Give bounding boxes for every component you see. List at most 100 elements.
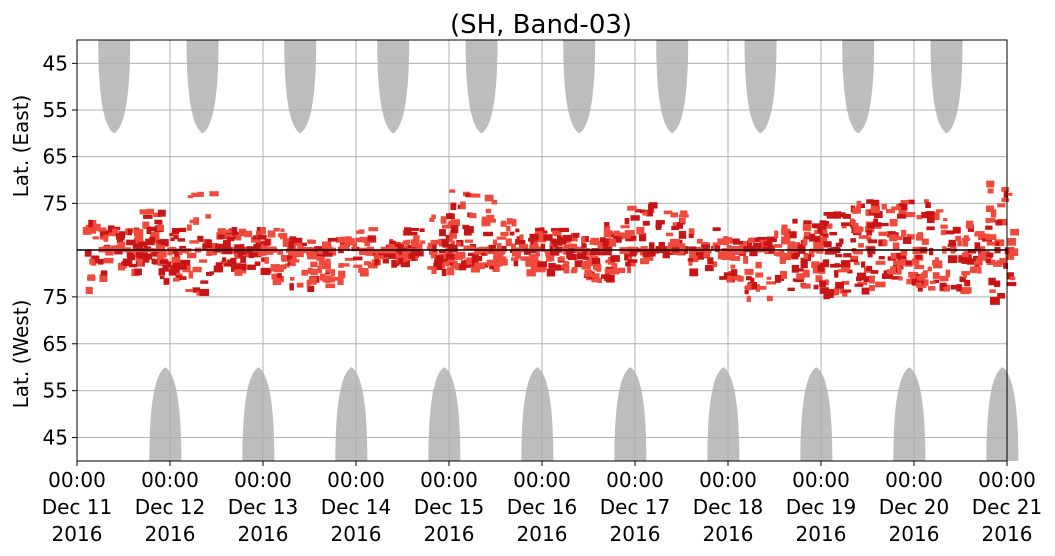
detection-cell — [861, 287, 870, 295]
detection-cell — [470, 246, 476, 250]
detection-cell — [492, 239, 497, 246]
detection-cell — [283, 238, 291, 243]
detection-cell — [197, 235, 204, 242]
detection-cell — [986, 241, 996, 246]
detection-cell — [725, 253, 736, 260]
detection-cell — [975, 231, 985, 236]
detection-cell — [824, 248, 835, 255]
detection-cell — [318, 258, 324, 266]
detection-cell — [200, 280, 209, 284]
detection-cell — [330, 276, 340, 281]
detection-cell — [591, 248, 600, 255]
detection-cell — [879, 222, 889, 227]
detection-cell — [543, 234, 553, 241]
detection-cell — [272, 277, 282, 286]
detection-cell — [515, 239, 526, 245]
detection-cell — [409, 228, 419, 232]
detection-cell — [401, 242, 410, 246]
detection-cell — [322, 248, 333, 257]
detection-cell — [173, 234, 179, 240]
detection-cell — [118, 264, 128, 269]
detection-cell — [478, 262, 486, 270]
detection-cell — [156, 224, 164, 231]
detection-cell — [567, 253, 577, 261]
detection-cell — [516, 236, 522, 243]
detection-cell — [97, 258, 104, 265]
detection-cell — [814, 235, 821, 244]
detection-cell — [985, 233, 990, 241]
detection-cell — [597, 243, 604, 251]
detection-cell — [758, 285, 767, 290]
detection-cell — [459, 264, 467, 271]
detection-cell — [85, 224, 94, 230]
detection-cell — [781, 236, 791, 245]
detection-cell — [813, 242, 824, 249]
detection-cell — [393, 259, 400, 266]
detection-cell — [688, 233, 694, 239]
detection-cell — [237, 250, 243, 258]
detection-cell — [301, 269, 309, 276]
detection-cell — [277, 273, 282, 280]
detection-cell — [523, 248, 531, 255]
detection-cell — [558, 239, 563, 246]
y-tick-label: 55 — [43, 379, 68, 403]
detection-cell — [842, 289, 852, 293]
detection-cell — [187, 252, 197, 259]
detection-cell — [401, 251, 408, 260]
detection-cell — [224, 229, 233, 235]
detection-cell — [126, 239, 136, 246]
detection-cell — [927, 266, 932, 272]
detection-cell — [625, 237, 635, 242]
detection-cell — [128, 263, 138, 268]
detection-cell — [850, 238, 856, 243]
detection-cell — [463, 245, 474, 250]
detection-cell — [529, 254, 539, 262]
x-tick-time: 00:00 — [606, 468, 664, 492]
detection-cell — [878, 239, 887, 247]
detection-cell — [138, 252, 149, 261]
detection-cell — [945, 230, 955, 235]
detection-cell — [947, 255, 958, 264]
detection-cell — [822, 233, 829, 238]
detection-cell — [410, 231, 418, 236]
detection-cell — [986, 234, 997, 240]
detection-cell — [774, 230, 779, 239]
detection-cell — [688, 246, 697, 250]
detection-cell — [823, 293, 830, 300]
detection-cell — [730, 269, 738, 277]
detection-cell — [806, 254, 812, 262]
detection-cell — [271, 273, 279, 280]
detection-cell — [853, 261, 860, 265]
detection-cell — [905, 260, 914, 266]
detection-cell — [431, 214, 436, 219]
detection-cell — [916, 284, 927, 288]
detection-cell — [947, 243, 957, 247]
detection-cell — [374, 257, 380, 266]
detection-cell — [277, 249, 284, 255]
detection-cell — [310, 261, 318, 268]
detection-cell — [106, 246, 115, 252]
detection-cell — [679, 247, 685, 255]
detection-cell — [327, 237, 338, 242]
detection-cell — [962, 240, 969, 247]
detection-cell — [1003, 191, 1009, 198]
detection-cell — [841, 280, 850, 285]
detection-cell — [180, 262, 187, 270]
detection-cell — [133, 229, 144, 237]
detection-cell — [135, 236, 144, 244]
detection-cell — [432, 244, 437, 253]
detection-cell — [474, 248, 481, 255]
detection-cell — [584, 269, 593, 278]
x-tick-year: 2016 — [796, 522, 847, 546]
detection-cell — [363, 261, 372, 266]
detection-cell — [442, 242, 449, 248]
detection-cell — [629, 248, 637, 257]
detection-cell — [125, 228, 130, 236]
detection-cell — [450, 225, 459, 234]
detection-cell — [373, 255, 384, 260]
detection-cell — [896, 252, 907, 260]
detection-cell — [974, 242, 981, 251]
detection-cell — [160, 239, 169, 247]
detection-cell — [170, 237, 175, 242]
detection-cell — [92, 236, 100, 240]
